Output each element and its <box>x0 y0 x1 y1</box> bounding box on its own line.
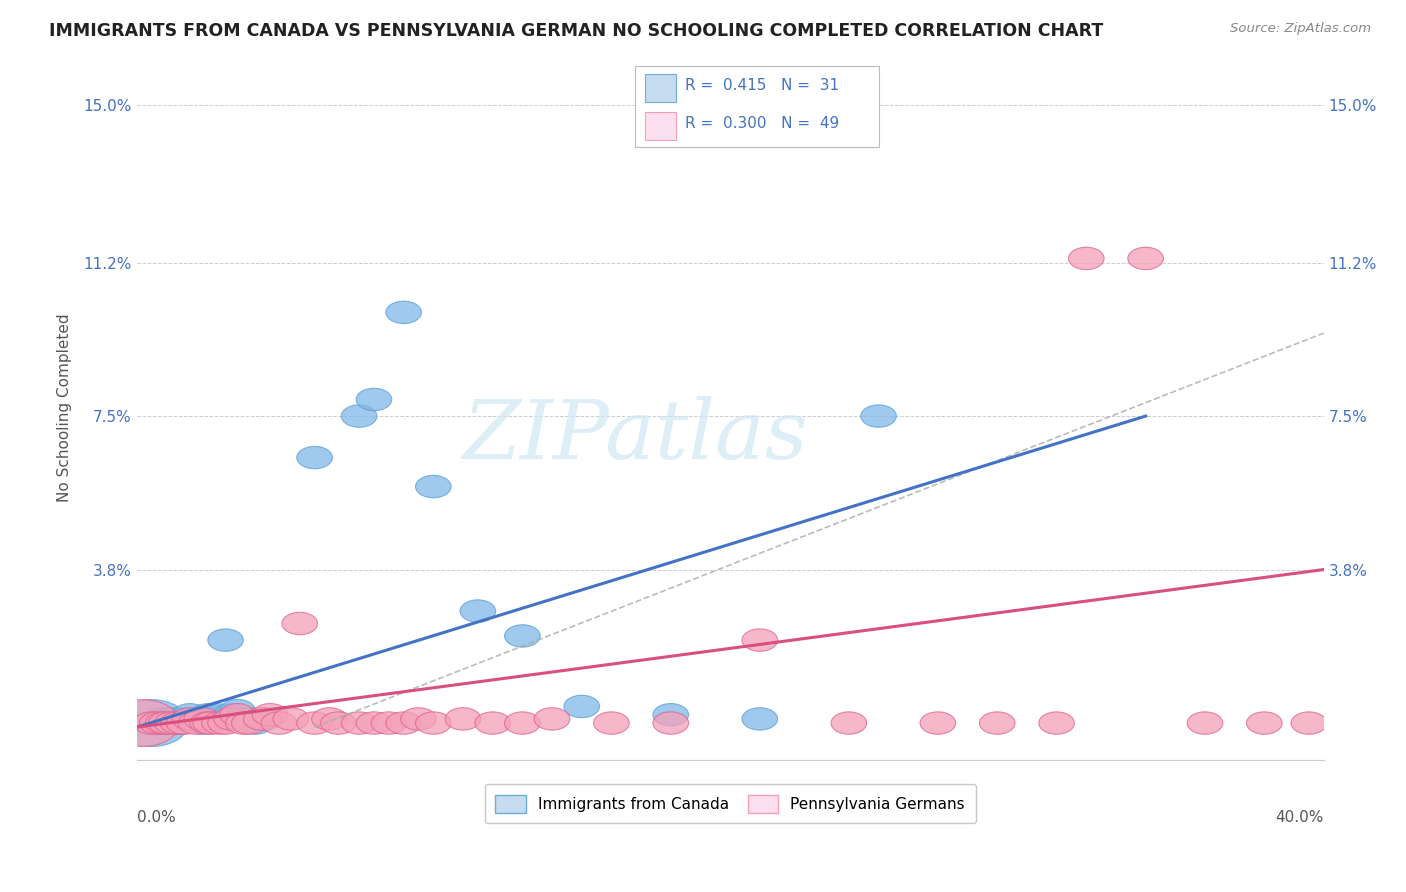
Ellipse shape <box>371 712 406 734</box>
Ellipse shape <box>446 707 481 731</box>
Ellipse shape <box>534 707 569 731</box>
Ellipse shape <box>166 707 202 731</box>
Ellipse shape <box>1069 247 1104 269</box>
Ellipse shape <box>252 704 288 726</box>
Ellipse shape <box>1187 712 1223 734</box>
Ellipse shape <box>166 712 202 734</box>
Ellipse shape <box>139 712 176 734</box>
Ellipse shape <box>1247 712 1282 734</box>
Legend: Immigrants from Canada, Pennsylvania Germans: Immigrants from Canada, Pennsylvania Ger… <box>485 784 976 823</box>
Ellipse shape <box>155 707 190 731</box>
Ellipse shape <box>652 712 689 734</box>
Ellipse shape <box>157 712 193 734</box>
Ellipse shape <box>564 695 599 718</box>
Ellipse shape <box>160 712 195 734</box>
Ellipse shape <box>980 712 1015 734</box>
Ellipse shape <box>139 712 176 734</box>
Ellipse shape <box>505 624 540 647</box>
Ellipse shape <box>297 446 332 469</box>
Ellipse shape <box>145 712 181 734</box>
Ellipse shape <box>401 707 436 731</box>
Ellipse shape <box>321 712 356 734</box>
Text: R =  0.415   N =  31: R = 0.415 N = 31 <box>685 78 839 93</box>
Ellipse shape <box>416 712 451 734</box>
Ellipse shape <box>297 712 332 734</box>
Ellipse shape <box>149 712 184 734</box>
Ellipse shape <box>742 707 778 731</box>
Text: Source: ZipAtlas.com: Source: ZipAtlas.com <box>1230 22 1371 36</box>
FancyBboxPatch shape <box>644 112 675 140</box>
Ellipse shape <box>232 712 267 734</box>
Ellipse shape <box>860 405 896 427</box>
FancyBboxPatch shape <box>644 74 675 103</box>
Ellipse shape <box>193 707 229 731</box>
Text: R =  0.300   N =  49: R = 0.300 N = 49 <box>685 116 839 131</box>
Ellipse shape <box>163 712 198 734</box>
Ellipse shape <box>145 707 181 731</box>
Ellipse shape <box>155 712 190 734</box>
Ellipse shape <box>505 712 540 734</box>
Ellipse shape <box>416 475 451 498</box>
Ellipse shape <box>273 707 309 731</box>
Ellipse shape <box>243 707 278 731</box>
Ellipse shape <box>1128 247 1163 269</box>
Ellipse shape <box>232 707 267 731</box>
Ellipse shape <box>219 704 256 726</box>
Ellipse shape <box>214 704 249 726</box>
Ellipse shape <box>179 712 214 734</box>
Ellipse shape <box>1291 712 1327 734</box>
Y-axis label: No Schooling Completed: No Schooling Completed <box>58 313 72 502</box>
Ellipse shape <box>190 712 225 734</box>
Ellipse shape <box>190 704 225 726</box>
Ellipse shape <box>246 707 283 731</box>
Ellipse shape <box>202 712 238 734</box>
Ellipse shape <box>742 629 778 651</box>
Ellipse shape <box>105 699 180 747</box>
Ellipse shape <box>114 699 188 747</box>
Ellipse shape <box>198 704 235 726</box>
Ellipse shape <box>214 707 249 731</box>
Text: ZIPatlas: ZIPatlas <box>463 396 808 476</box>
Ellipse shape <box>262 712 297 734</box>
Ellipse shape <box>172 707 208 731</box>
Ellipse shape <box>184 712 219 734</box>
Ellipse shape <box>283 612 318 635</box>
Text: 40.0%: 40.0% <box>1275 810 1323 825</box>
Text: 0.0%: 0.0% <box>136 810 176 825</box>
Ellipse shape <box>208 629 243 651</box>
Ellipse shape <box>179 707 214 731</box>
Ellipse shape <box>920 712 956 734</box>
Ellipse shape <box>219 699 256 722</box>
Ellipse shape <box>475 712 510 734</box>
Text: IMMIGRANTS FROM CANADA VS PENNSYLVANIA GERMAN NO SCHOOLING COMPLETED CORRELATION: IMMIGRANTS FROM CANADA VS PENNSYLVANIA G… <box>49 22 1104 40</box>
FancyBboxPatch shape <box>636 66 879 147</box>
Ellipse shape <box>312 707 347 731</box>
Ellipse shape <box>356 712 392 734</box>
Ellipse shape <box>593 712 630 734</box>
Ellipse shape <box>172 704 208 726</box>
Ellipse shape <box>134 712 169 734</box>
Ellipse shape <box>149 712 184 734</box>
Ellipse shape <box>385 301 422 324</box>
Ellipse shape <box>652 704 689 726</box>
Ellipse shape <box>1039 712 1074 734</box>
Ellipse shape <box>184 707 219 731</box>
Ellipse shape <box>208 712 243 734</box>
Ellipse shape <box>356 388 392 410</box>
Ellipse shape <box>193 712 229 734</box>
Ellipse shape <box>238 712 273 734</box>
Ellipse shape <box>831 712 866 734</box>
Ellipse shape <box>342 405 377 427</box>
Ellipse shape <box>460 599 496 623</box>
Ellipse shape <box>225 712 262 734</box>
Ellipse shape <box>342 712 377 734</box>
Ellipse shape <box>385 712 422 734</box>
